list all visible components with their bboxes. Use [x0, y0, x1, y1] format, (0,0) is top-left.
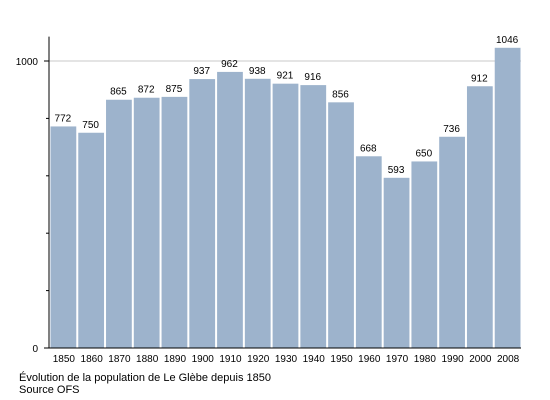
- data-label-1950: 856: [332, 89, 349, 100]
- bar-1980: [411, 161, 438, 348]
- chart-caption: Évolution de la population de Le Glèbe d…: [19, 372, 271, 384]
- x-tick-label-1920: 1920: [247, 354, 270, 365]
- x-tick-label-1940: 1940: [303, 354, 326, 365]
- population-bar-chart: 772 1850 750 1860 865 1870 872 1880 875 1890 937 19…: [16, 35, 521, 365]
- x-tick-label-2000: 2000: [469, 354, 492, 365]
- data-label-1930: 921: [277, 71, 294, 82]
- x-tick-label-2008: 2008: [497, 354, 520, 365]
- data-label-1940: 916: [304, 72, 321, 83]
- x-tick-label-1960: 1960: [358, 354, 381, 365]
- data-label-1900: 937: [193, 66, 210, 77]
- x-tick-label-1860: 1860: [81, 354, 104, 365]
- x-tick-label-1900: 1900: [192, 354, 215, 365]
- bar-2008: [494, 47, 521, 348]
- x-tick-label-1970: 1970: [386, 354, 409, 365]
- bar-1930: [272, 83, 299, 348]
- y-tick-label-1000: 1000: [16, 57, 39, 68]
- bar-2000: [466, 86, 493, 349]
- bar-1880: [133, 97, 160, 349]
- bar-1970: [383, 177, 410, 348]
- x-tick-label-1990: 1990: [441, 354, 464, 365]
- bar-1950: [328, 102, 354, 348]
- y-tick-label-0: 0: [32, 344, 38, 355]
- data-label-1880: 872: [138, 85, 155, 96]
- x-tick-label-1980: 1980: [414, 354, 437, 365]
- bar-1940: [300, 85, 327, 348]
- x-tick-label-1870: 1870: [108, 354, 131, 365]
- x-tick-label-1850: 1850: [53, 354, 76, 365]
- data-label-1890: 875: [166, 84, 183, 95]
- data-label-1920: 938: [249, 66, 266, 77]
- data-label-1980: 650: [415, 148, 432, 159]
- bar-1850: [50, 126, 77, 348]
- chart-source: Source OFS: [19, 384, 80, 396]
- x-tick-label-1910: 1910: [219, 354, 242, 365]
- bar-1920: [244, 78, 271, 348]
- data-label-1870: 865: [110, 87, 127, 98]
- data-label-1910: 962: [221, 59, 238, 70]
- bar-1910: [217, 71, 243, 348]
- data-label-1850: 772: [55, 113, 72, 124]
- bar-1990: [439, 136, 465, 348]
- data-label-1970: 593: [388, 165, 405, 176]
- bar-1870: [106, 99, 132, 349]
- bar-1960: [355, 156, 382, 348]
- x-tick-label-1890: 1890: [164, 354, 187, 365]
- bar-1900: [189, 79, 216, 349]
- data-label-1960: 668: [360, 143, 377, 154]
- x-tick-label-1930: 1930: [275, 354, 298, 365]
- data-label-2008: 1046: [496, 35, 519, 46]
- x-tick-label-1880: 1880: [136, 354, 159, 365]
- bar-1890: [161, 96, 188, 348]
- data-label-1990: 736: [443, 124, 460, 135]
- data-label-2000: 912: [471, 73, 488, 84]
- data-label-1860: 750: [82, 120, 99, 131]
- bar-1860: [78, 132, 105, 348]
- x-tick-label-1950: 1950: [330, 354, 353, 365]
